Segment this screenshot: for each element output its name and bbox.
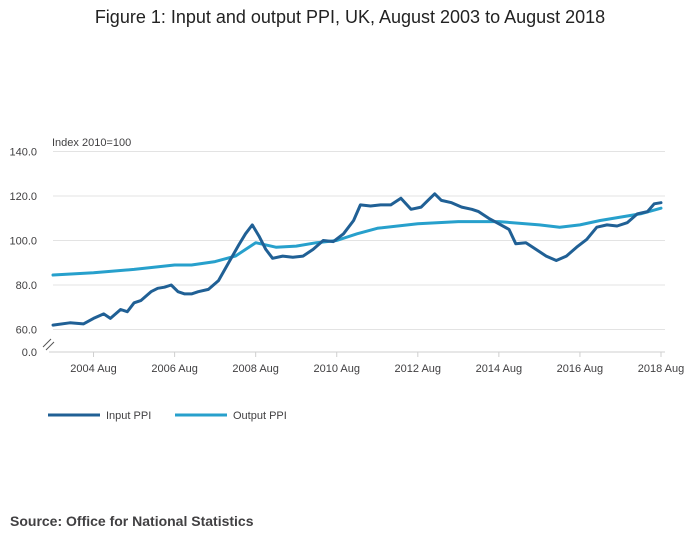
x-tick-label: 2006 Aug: [151, 363, 198, 375]
x-tick-label: 2008 Aug: [232, 363, 279, 375]
y-tick-label: 80.0: [16, 280, 37, 292]
output-ppi-legend-label: Output PPI: [233, 410, 287, 422]
output-ppi-line: [51, 206, 663, 277]
y-tick-label: 60.0: [16, 325, 37, 337]
axis-break-mark: [42, 338, 52, 348]
y-axis-label: Index 2010=100: [52, 137, 131, 149]
gridlines: [53, 151, 665, 330]
y-tick-label: 120.0: [9, 191, 37, 203]
x-tick-label: 2016 Aug: [557, 363, 604, 375]
y-tick-label: 0.0: [22, 347, 37, 359]
legend: Input PPI Output PPI: [48, 410, 287, 422]
x-axis: [42, 338, 665, 353]
y-tick-label: 140.0: [9, 147, 37, 159]
source-note: Source: Office for National Statistics: [10, 513, 254, 529]
x-axis-ticks: 2004 Aug 2006 Aug 2008 Aug 2010 Aug 2012 Aug…: [70, 352, 684, 375]
axis-break-mark: [45, 341, 55, 351]
x-tick-label: 2012 Aug: [395, 363, 442, 375]
x-tick-label: 2010 Aug: [313, 363, 360, 375]
chart-title: Figure 1: Input and output PPI, UK, Augu…: [94, 7, 606, 27]
series-lines: [51, 192, 663, 327]
input-ppi-line: [51, 192, 663, 327]
x-tick-label: 2018 Aug: [638, 363, 685, 375]
input-ppi-legend-label: Input PPI: [106, 410, 151, 422]
x-tick-label: 2004 Aug: [70, 363, 117, 375]
y-tick-label: 100.0: [9, 236, 37, 248]
x-tick-label: 2014 Aug: [476, 363, 523, 375]
y-axis-ticks: 0.0 60.0 80.0 100.0 120.0 140.0: [9, 147, 37, 360]
